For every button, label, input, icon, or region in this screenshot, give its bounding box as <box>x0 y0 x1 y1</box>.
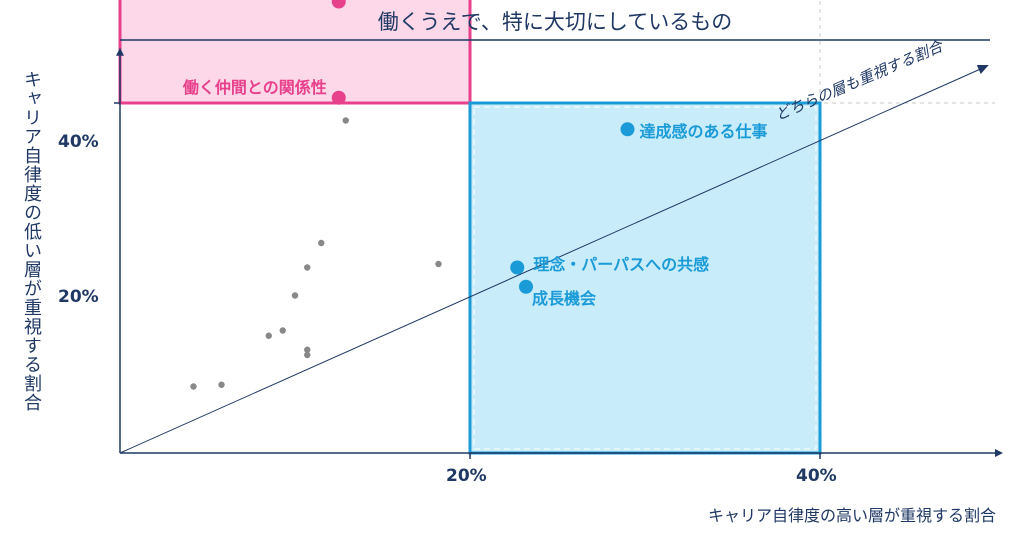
y-tick-label-40: 40% <box>58 132 99 152</box>
scatter-point-other-8 <box>318 239 325 247</box>
point-label-6: 成長機会 <box>532 288 597 308</box>
scatter-point-other-5 <box>304 264 311 271</box>
x-axis-arrow <box>995 449 1003 457</box>
region-high-autonomy-focus <box>468 101 822 455</box>
reference-line-path <box>119 67 983 454</box>
scatter-point-other-4 <box>291 292 299 299</box>
scatter-point-4 <box>620 122 635 137</box>
scatter-point-other-3 <box>279 327 286 334</box>
scatter-point-5 <box>510 260 525 275</box>
y-tick-label-20: 20% <box>58 287 99 307</box>
scatter-point-other-2 <box>265 332 272 339</box>
x-tick-label-40: 40% <box>796 466 837 486</box>
scatter-point-other-6 <box>304 351 311 359</box>
reference-line <box>119 65 989 454</box>
point-label-4: 達成感のある仕事 <box>639 122 768 142</box>
point-label-5: 理念・パーパスへの共感 <box>533 254 710 274</box>
scatter-point-other-9 <box>342 117 349 124</box>
point-label-3: 働く仲間との関係性 <box>182 77 327 97</box>
y-axis-label: キャリア自律度の低い層が重視する割合 <box>21 70 42 412</box>
scatter-point-3 <box>331 90 346 105</box>
regions <box>118 0 822 455</box>
x-axis-label: キャリア自律度の高い層が重視する割合 <box>707 506 996 525</box>
data-points <box>190 0 635 390</box>
scatter-point-6 <box>519 279 533 294</box>
axes <box>114 47 1003 459</box>
region-low-autonomy-focus <box>118 0 472 105</box>
point-label-2: 雇用の安定性 <box>231 0 327 2</box>
scatter-point-2 <box>331 0 346 9</box>
scatter-point-other-1 <box>218 381 225 388</box>
chart-title: 働くうえで、特に大切にしているもの <box>377 10 733 34</box>
x-tick-label-20: 20% <box>446 466 487 486</box>
region-inner-high-autonomy-focus <box>473 106 817 450</box>
y-axis-arrow <box>116 47 124 56</box>
reference-line-arrow <box>976 65 989 74</box>
scatter-point-other-10 <box>435 260 442 268</box>
scatter-point-other-7 <box>304 346 311 353</box>
scatter-point-other-0 <box>190 383 197 390</box>
